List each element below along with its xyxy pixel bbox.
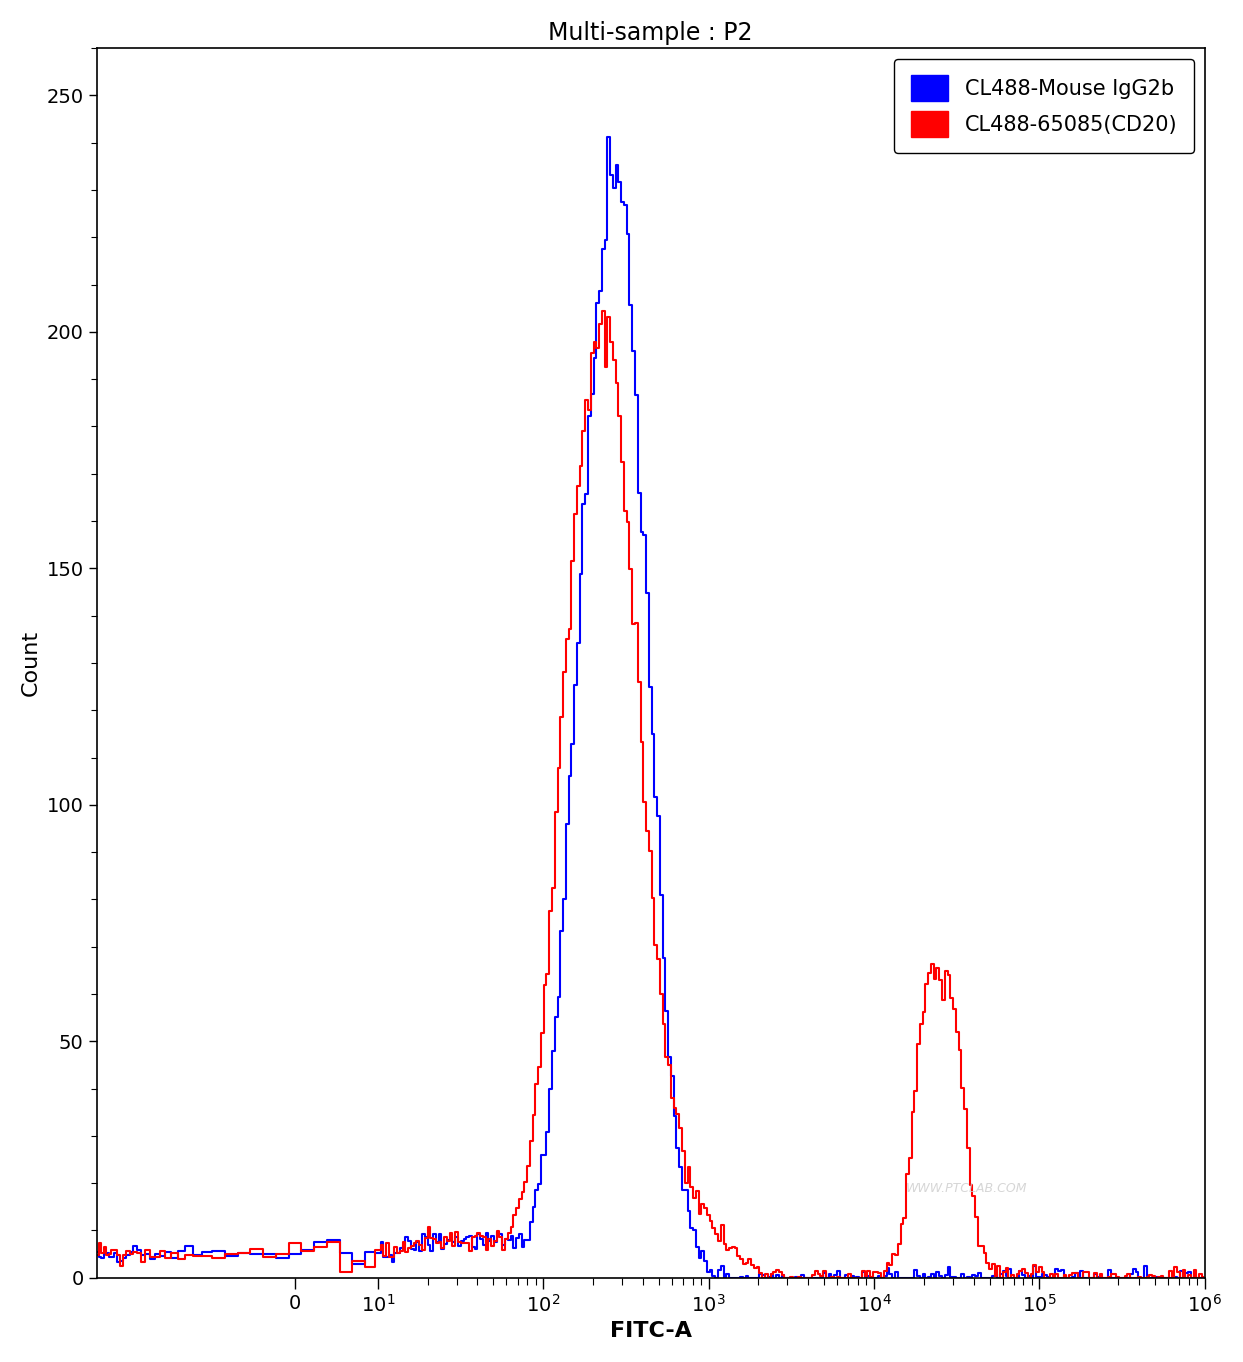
Line: CL488-65085(CD20): CL488-65085(CD20) <box>98 312 1203 1278</box>
CL488-65085(CD20) <box>1196 1268 1211 1284</box>
CL488-65085(CD20) <box>548 804 563 820</box>
CL488-65085(CD20) <box>665 1090 680 1106</box>
CL488-65085(CD20) <box>972 1238 987 1254</box>
CL488-65085(CD20) <box>756 1269 771 1286</box>
Text: WWW.PTCLAB.COM: WWW.PTCLAB.COM <box>906 1182 1027 1194</box>
CL488-Mouse IgG2b <box>665 1068 680 1084</box>
CL488-Mouse IgG2b <box>602 129 617 146</box>
CL488-65085(CD20) <box>595 304 610 320</box>
Y-axis label: Count: Count <box>21 629 41 696</box>
CL488-Mouse IgG2b <box>91 1244 106 1260</box>
CL488-Mouse IgG2b <box>421 1237 436 1253</box>
CL488-Mouse IgG2b <box>709 1269 723 1286</box>
CL488-Mouse IgG2b <box>1196 1269 1211 1286</box>
CL488-65085(CD20) <box>933 971 948 987</box>
Legend: CL488-Mouse IgG2b, CL488-65085(CD20): CL488-Mouse IgG2b, CL488-65085(CD20) <box>894 59 1195 153</box>
CL488-65085(CD20) <box>91 1246 106 1263</box>
CL488-65085(CD20) <box>855 1263 870 1279</box>
CL488-Mouse IgG2b <box>855 1264 870 1280</box>
CL488-65085(CD20) <box>421 1219 436 1235</box>
CL488-Mouse IgG2b <box>972 1265 987 1282</box>
Title: Multi-sample : P2: Multi-sample : P2 <box>548 20 753 45</box>
CL488-Mouse IgG2b <box>933 1268 948 1284</box>
X-axis label: FITC-A: FITC-A <box>610 1321 692 1342</box>
CL488-Mouse IgG2b <box>548 1009 563 1026</box>
Line: CL488-Mouse IgG2b: CL488-Mouse IgG2b <box>98 138 1203 1278</box>
